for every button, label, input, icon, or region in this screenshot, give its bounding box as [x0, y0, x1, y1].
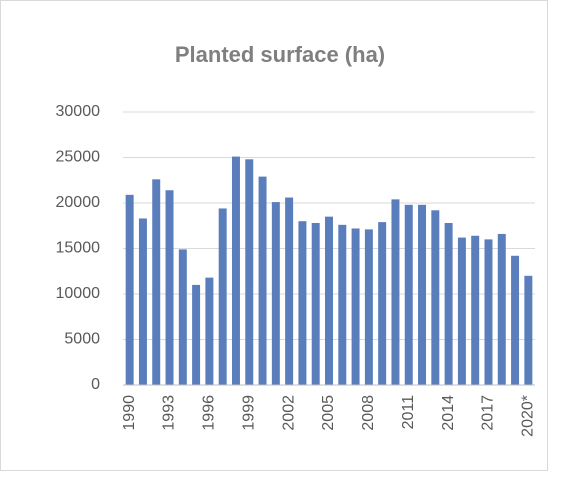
x-tick-label: 2014 — [440, 395, 457, 431]
bar — [404, 204, 413, 385]
bar — [338, 224, 347, 385]
x-tick-label: 2008 — [360, 395, 377, 431]
bar — [298, 221, 307, 385]
y-tick-label: 20000 — [56, 194, 101, 211]
y-tick-label: 30000 — [56, 103, 101, 120]
x-tick-label: 2011 — [400, 395, 417, 430]
y-tick-label: 0 — [91, 376, 100, 393]
x-tick-label: 2002 — [280, 395, 297, 431]
bar — [364, 229, 373, 385]
x-tick-label: 1999 — [240, 395, 257, 431]
chart-title: Planted surface (ha) — [175, 42, 385, 67]
bar — [378, 222, 387, 385]
bar — [178, 249, 187, 385]
bar — [258, 176, 267, 385]
bar — [205, 277, 214, 385]
x-tick-label: 1990 — [121, 395, 138, 431]
bar — [285, 197, 294, 385]
bar — [138, 218, 147, 385]
bar — [152, 179, 161, 385]
bar — [391, 199, 400, 385]
bar — [444, 223, 453, 385]
bar — [471, 235, 480, 385]
bar — [271, 202, 280, 385]
y-tick-label: 15000 — [56, 240, 101, 257]
bar — [484, 239, 493, 385]
bar — [125, 194, 134, 385]
bar — [431, 210, 440, 385]
bar — [418, 204, 427, 385]
bar — [231, 156, 240, 385]
bar — [497, 233, 506, 385]
bar — [511, 255, 520, 385]
y-tick-label: 5000 — [64, 331, 100, 348]
x-tick-label: 1996 — [201, 395, 218, 431]
bar — [457, 237, 466, 385]
bar — [218, 208, 227, 385]
bar — [165, 190, 174, 385]
x-tick-label: 2005 — [320, 395, 337, 431]
bar — [245, 159, 254, 385]
x-tick-label: 2017 — [480, 395, 497, 431]
x-tick-label: 2020* — [520, 395, 537, 437]
bar — [192, 284, 201, 385]
bar — [311, 223, 320, 385]
x-tick-label: 1993 — [161, 395, 178, 431]
y-tick-label: 10000 — [56, 285, 101, 302]
bar — [325, 216, 333, 385]
bar — [351, 228, 360, 385]
y-tick-label: 25000 — [56, 149, 101, 166]
bar — [524, 275, 533, 385]
